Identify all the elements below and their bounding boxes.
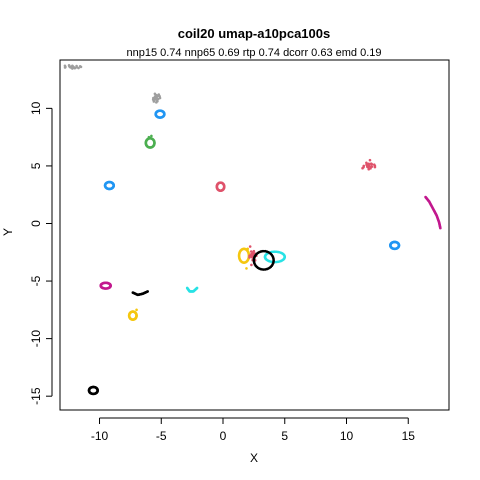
- x-tick-label: -10: [91, 429, 109, 443]
- y-tick-label: 5: [29, 162, 43, 169]
- data-point: [248, 254, 251, 258]
- x-tick-label: -5: [156, 429, 167, 443]
- y-axis: -15 -10 -5 0 5 10: [29, 101, 53, 405]
- data-point: [246, 247, 250, 251]
- chart-title: coil20 umap-a10pca100s: [178, 26, 330, 41]
- data-point: [135, 313, 138, 317]
- data-point: [96, 388, 99, 392]
- data-point: [366, 164, 369, 168]
- data-point: [368, 158, 372, 162]
- data-point: [112, 183, 115, 187]
- data-point: [361, 166, 364, 170]
- y-tick-label: 10: [29, 101, 43, 115]
- data-point: [397, 243, 401, 247]
- data-point: [195, 286, 199, 290]
- data-point: [162, 112, 166, 115]
- x-axis-label: X: [250, 451, 258, 465]
- data-point: [146, 290, 149, 293]
- data-point: [362, 164, 366, 168]
- data-point: [153, 97, 157, 101]
- data-point: [272, 257, 275, 261]
- data-point: [68, 65, 72, 69]
- x-tick-label: 10: [340, 429, 354, 443]
- y-tick-label: -15: [29, 387, 43, 405]
- plot-frame: [59, 59, 450, 411]
- data-points: [63, 64, 442, 396]
- data-point: [77, 66, 80, 70]
- data-point: [150, 134, 153, 138]
- data-point: [71, 65, 75, 68]
- data-point: [152, 100, 156, 103]
- data-point: [369, 162, 373, 165]
- data-point: [153, 140, 156, 144]
- x-axis: -10 -5 0 5 10 15: [91, 417, 416, 443]
- chart-subtitle: nnp15 0.74 nnp65 0.69 rtp 0.74 dcorr 0.6…: [126, 47, 381, 59]
- y-tick-label: -10: [29, 330, 43, 348]
- data-point: [373, 165, 377, 169]
- y-tick-label: -5: [29, 275, 43, 286]
- y-tick-label: 0: [29, 220, 43, 227]
- data-point: [147, 135, 151, 139]
- data-point: [222, 184, 226, 188]
- data-point: [245, 267, 248, 270]
- x-tick-label: 0: [220, 429, 227, 443]
- data-point: [155, 101, 158, 104]
- y-axis-label: Y: [1, 228, 15, 236]
- data-point: [439, 226, 442, 230]
- x-tick-label: 15: [402, 429, 416, 443]
- data-point: [248, 245, 252, 248]
- x-tick-label: 5: [281, 429, 288, 443]
- data-point: [135, 308, 138, 312]
- data-point: [63, 64, 67, 68]
- data-point: [250, 263, 253, 267]
- data-point: [372, 163, 376, 166]
- data-point: [78, 64, 82, 68]
- data-point: [157, 93, 161, 96]
- data-point: [365, 161, 368, 165]
- data-point: [252, 249, 256, 253]
- data-point: [75, 64, 78, 68]
- data-point: [283, 254, 286, 258]
- data-point: [73, 66, 77, 70]
- data-point: [109, 283, 112, 287]
- data-point: [367, 167, 371, 171]
